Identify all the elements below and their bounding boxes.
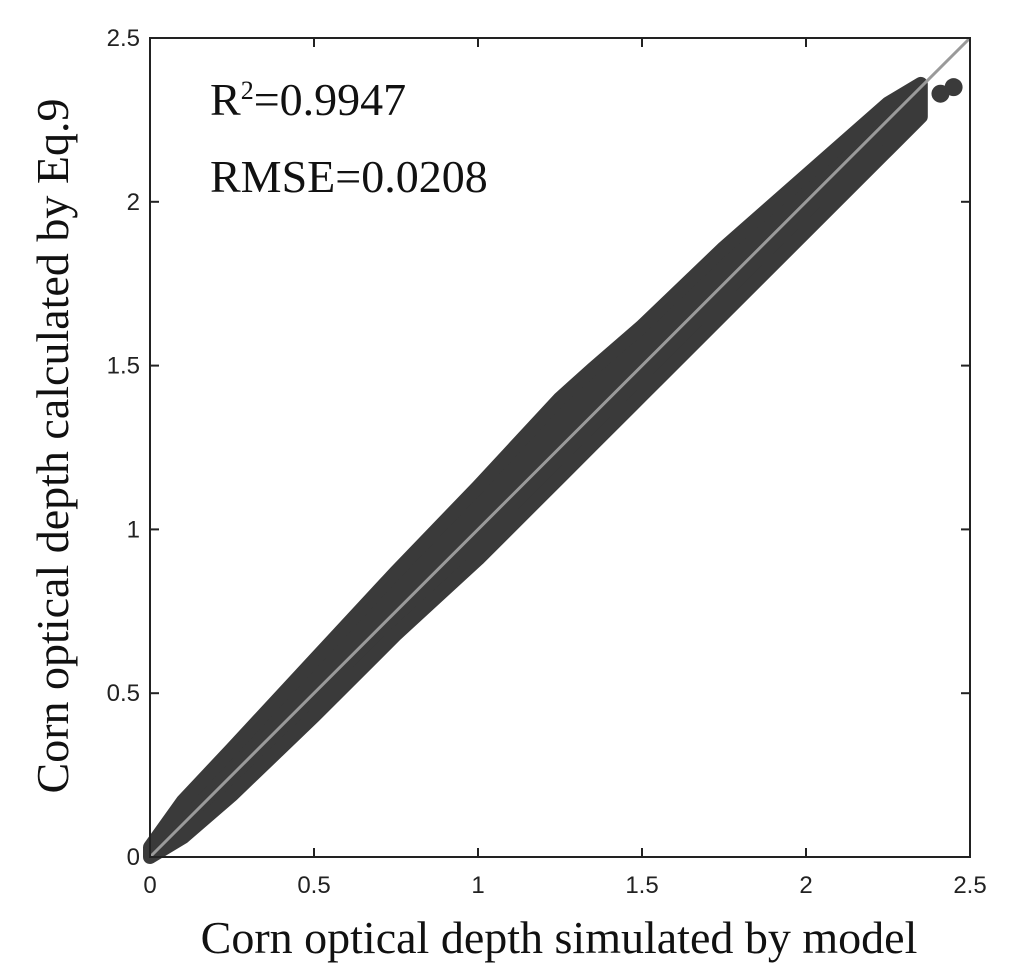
y-axis-ticks: 0 0.5 1 1.5 2 2.5: [107, 25, 970, 871]
plot-frame: [149, 37, 971, 858]
x-axis-ticks: 0 0.5 1 1.5 2 2.5: [143, 38, 987, 899]
x-tick-label-1: 0.5: [297, 872, 330, 899]
x-axis-title: Corn optical depth simulated by model: [201, 912, 918, 963]
x-tick-label-2: 1: [471, 872, 484, 899]
y-tick-label-4: 2: [127, 189, 140, 216]
x-tick-label-5: 2.5: [953, 872, 986, 899]
reference-line-layer: [148, 36, 972, 859]
y-tick-label-0: 0: [127, 844, 140, 871]
y-tick-label-2: 1: [127, 516, 140, 543]
reference-line-1-to-1: [148, 36, 972, 859]
x-tick-label-0: 0: [143, 872, 156, 899]
r2-annotation: R2=0.9947: [210, 74, 406, 125]
y-tick-label-1: 0.5: [107, 680, 140, 707]
x-tick-label-3: 1.5: [625, 872, 658, 899]
y-tick-label-3: 1.5: [107, 353, 140, 380]
data-point-1: [944, 78, 963, 97]
rmse-annotation: RMSE=0.0208: [210, 151, 488, 202]
y-axis-title: Corn optical depth calculated by Eq.9: [27, 99, 78, 794]
x-tick-label-4: 2: [799, 872, 812, 899]
y-tick-label-5: 2.5: [107, 25, 140, 52]
